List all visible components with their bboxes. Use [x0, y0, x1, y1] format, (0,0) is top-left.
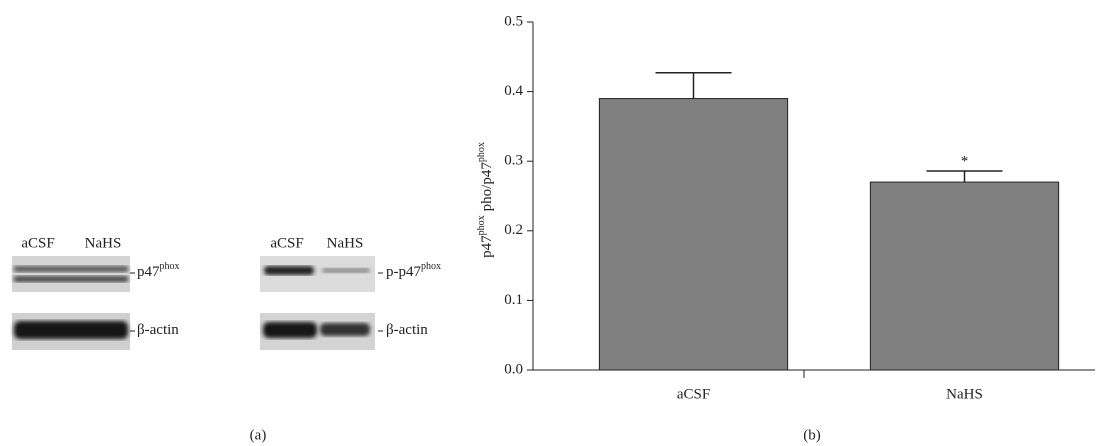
lane-label: aCSF — [270, 235, 303, 251]
band — [263, 322, 317, 338]
x-tick-label: aCSF — [677, 386, 710, 402]
x-tick-label: NaHS — [946, 386, 983, 402]
panel-label: (a) — [250, 427, 267, 443]
band-label: β-actin — [137, 322, 179, 338]
y-label-sup: phox — [476, 215, 487, 235]
y-axis-label: p47phoxpho/p47phox — [476, 142, 495, 258]
band-label: p47phox — [137, 261, 180, 280]
y-tick-label: 0.3 — [504, 153, 523, 169]
band-label-text: p47 — [137, 264, 160, 280]
band-label-text: p-p47 — [386, 264, 421, 280]
y-tick-label: 0.0 — [504, 361, 523, 377]
band-label-text: β-actin — [137, 322, 179, 338]
membrane — [12, 256, 130, 292]
y-tick-label: 0.1 — [504, 292, 523, 308]
band — [14, 266, 128, 272]
band — [14, 276, 128, 282]
band — [320, 323, 370, 336]
y-tick-label: 0.4 — [504, 83, 523, 99]
y-tick-label: 0.2 — [504, 222, 523, 238]
bar — [870, 182, 1058, 370]
lane-label: NaHS — [85, 235, 122, 251]
band — [14, 321, 128, 339]
band-label-text: β-actin — [386, 322, 428, 338]
figure: aCSFNaHSp47phoxβ-actinaCSFNaHSp-p47phoxβ… — [0, 0, 1108, 446]
band-label: p-p47phox — [386, 261, 441, 280]
blot-1 — [12, 256, 135, 350]
band-label-sup: phox — [160, 261, 180, 272]
lane-label: NaHS — [327, 235, 364, 251]
panel-label: (b) — [803, 427, 821, 443]
blot-2 — [260, 256, 383, 350]
band — [322, 268, 370, 273]
band-label-sup: phox — [421, 261, 441, 272]
annotation: * — [961, 153, 969, 169]
bar — [599, 99, 787, 370]
band — [264, 266, 314, 275]
y-label-part: p47 — [479, 235, 495, 258]
y-tick-label: 0.5 — [504, 13, 523, 29]
y-label-part: pho/p47 — [479, 162, 495, 212]
bar-chart: 0.0 0.1 0.2 0.3 0.4 0.5 aCSF NaHS * — [504, 13, 1095, 402]
band-label: β-actin — [386, 322, 428, 338]
y-label-sup: phox — [476, 142, 487, 162]
lane-label: aCSF — [21, 235, 54, 251]
